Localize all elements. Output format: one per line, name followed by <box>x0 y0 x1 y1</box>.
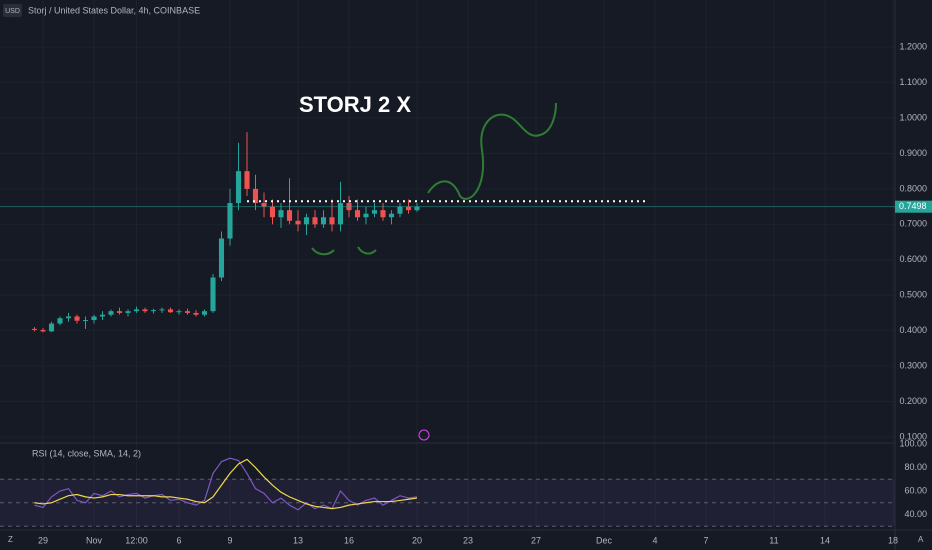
y-tick-label: 0.4000 <box>899 325 927 335</box>
x-tick-label: 11 <box>769 535 778 545</box>
candle-body <box>193 312 199 315</box>
candle-body <box>227 203 233 239</box>
rsi-title: RSI (14, close, SMA, 14, 2) <box>32 448 141 458</box>
candle-body <box>278 210 284 218</box>
candle-body <box>295 220 301 225</box>
chart-title: Storj / United States Dollar, 4h, COINBA… <box>28 5 200 15</box>
candle-body <box>167 309 174 313</box>
candle-body <box>286 210 293 221</box>
last-price-box <box>895 200 932 213</box>
drawn-curve <box>311 247 335 256</box>
candle-body <box>91 316 97 321</box>
candle-body <box>363 213 369 218</box>
candle-body <box>82 320 89 322</box>
y-tick-label: 100.00 <box>899 438 927 448</box>
candle-body <box>65 316 72 319</box>
x-tick-label: 29 <box>38 535 48 545</box>
grid <box>0 0 895 530</box>
y-tick-label: 0.1000 <box>899 431 927 441</box>
candle-body <box>397 206 403 214</box>
rsi-line <box>34 457 418 511</box>
annotation: STORJ 2 X <box>299 92 411 117</box>
candle-body <box>354 210 361 218</box>
x-tick-label: Dec <box>596 535 613 545</box>
candle-body <box>261 203 267 207</box>
y-tick-label: 80.00 <box>904 462 927 472</box>
candle-body <box>371 210 378 214</box>
x-tick-label: 14 <box>820 535 830 545</box>
y-tick-label: 0.8000 <box>899 183 927 193</box>
candle-body <box>235 171 242 204</box>
candle-body <box>48 323 55 332</box>
candle-body <box>133 309 140 312</box>
x-tick-label: 4 <box>652 535 657 545</box>
candle-body <box>329 217 335 225</box>
y-tick-label: 1.2000 <box>899 42 927 52</box>
candle-body <box>57 318 63 324</box>
candle-body <box>252 188 259 204</box>
last-price-label: 0.7498 <box>899 201 927 211</box>
currency: USD <box>5 8 20 15</box>
candle-body <box>176 311 182 313</box>
y-tick-label: 1.1000 <box>899 77 927 87</box>
auto-scale-button[interactable]: A <box>918 535 924 544</box>
candle-body <box>74 316 80 321</box>
drawn-curve <box>357 246 377 255</box>
candle-body <box>125 311 131 313</box>
x-tick-label: Nov <box>86 535 103 545</box>
candle-body <box>414 206 420 211</box>
event-icon[interactable] <box>418 429 430 441</box>
x-tick-label: 18 <box>888 535 898 545</box>
candle-body <box>159 309 165 311</box>
candle-body <box>150 310 157 312</box>
candle-body <box>269 206 276 218</box>
candle-body <box>40 329 46 332</box>
candle-body <box>244 171 250 189</box>
candle-body <box>405 206 412 211</box>
candle-body <box>320 217 327 225</box>
zoom-icon[interactable]: Z <box>8 535 13 544</box>
candle-body <box>201 311 208 315</box>
x-tick-label: 27 <box>531 535 541 545</box>
x-tick-label: 20 <box>412 535 422 545</box>
candle-body <box>31 328 38 330</box>
x-tick-label: 9 <box>227 535 232 545</box>
y-tick-label: 0.5000 <box>899 290 927 300</box>
x-tick-label: 13 <box>293 535 303 545</box>
y-tick-label: 0.6000 <box>899 254 927 264</box>
candle-body <box>337 203 344 225</box>
x-tick-label: 23 <box>463 535 473 545</box>
candle-body <box>108 311 114 315</box>
candle-body <box>184 311 191 313</box>
rsi-line <box>34 458 418 510</box>
candle-body <box>303 217 310 225</box>
candle-body <box>142 309 148 312</box>
y-tick-label: 40.00 <box>904 509 927 519</box>
x-tick-label: 12:00 <box>125 535 148 545</box>
candle-body <box>388 213 395 218</box>
y-tick-label: 1.0000 <box>899 112 927 122</box>
y-tick-label: 0.3000 <box>899 360 927 370</box>
candle-body <box>218 238 225 278</box>
x-tick-label: 7 <box>703 535 708 545</box>
x-tick-label: 16 <box>344 535 354 545</box>
candle-body <box>99 314 106 317</box>
y-tick-label: 0.2000 <box>899 396 927 406</box>
candle-body <box>116 311 123 313</box>
candle-body <box>312 217 318 225</box>
y-tick-label: 60.00 <box>904 485 927 495</box>
candle-body <box>210 277 216 312</box>
drawn-curve <box>427 102 557 200</box>
y-tick-label: 0.7000 <box>899 219 927 229</box>
rsi-band-fill <box>0 479 895 527</box>
currency-button[interactable] <box>3 4 22 17</box>
candle-body <box>380 210 386 218</box>
x-tick-label: 6 <box>176 535 181 545</box>
y-tick-label: 0.9000 <box>899 148 927 158</box>
